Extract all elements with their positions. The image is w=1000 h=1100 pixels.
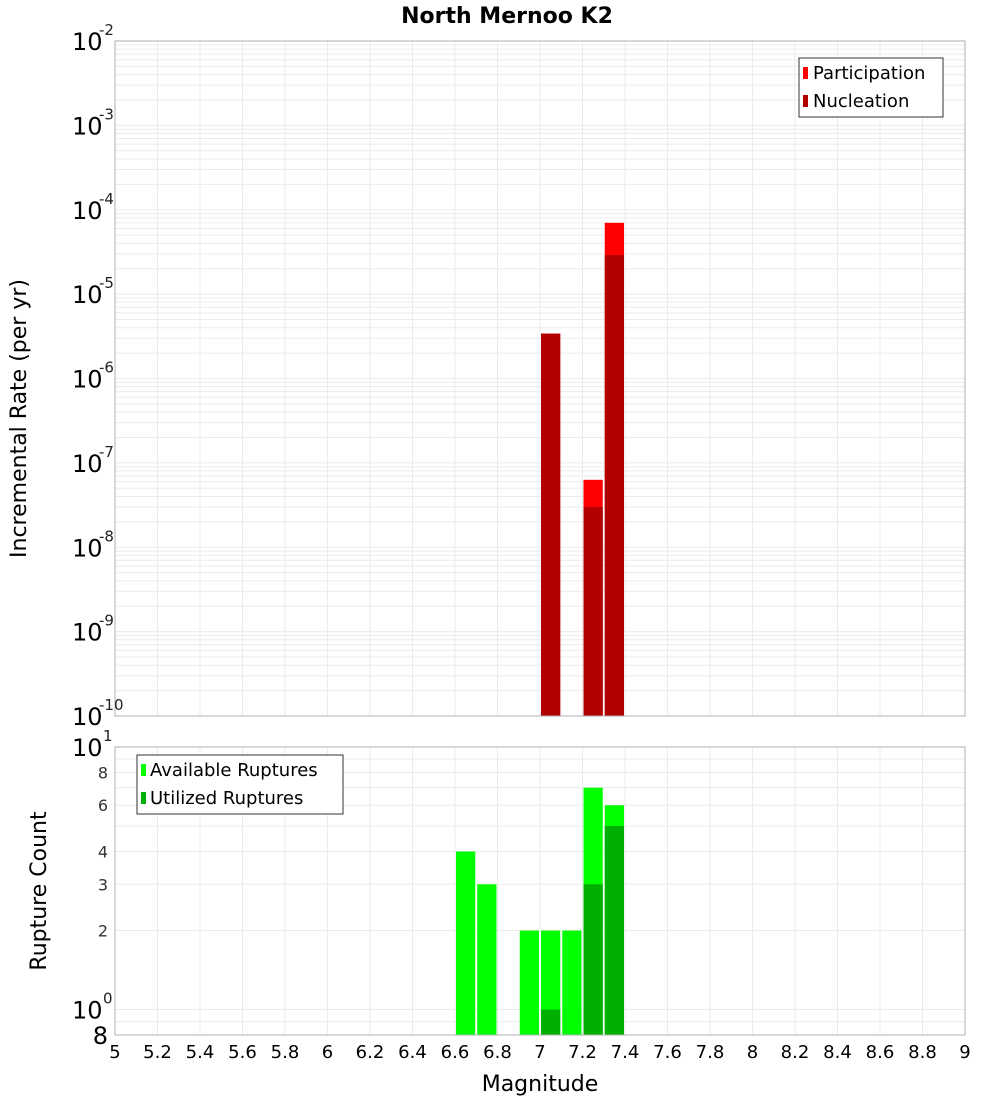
y-tick-label: 3 [98,875,108,894]
x-tick-label: 5.8 [271,1042,300,1063]
x-tick-label: 8 [747,1042,758,1063]
y-tick-label: 4 [98,842,108,861]
svg-text:0: 0 [103,990,113,1008]
y-tick-label: 8 [98,763,108,782]
svg-text:-7: -7 [99,443,114,461]
svg-text:-9: -9 [99,612,114,630]
legend-label: Participation [813,63,925,84]
y-axis-label-rate: Incremental Rate (per yr) [7,279,32,558]
svg-text:-4: -4 [99,190,114,208]
x-tick-label: 6 [322,1042,333,1063]
x-tick-label: 6.2 [356,1042,385,1063]
y-tick-label: 10-5 [72,274,114,309]
svg-text:10: 10 [72,703,103,731]
svg-text:10: 10 [72,734,103,762]
svg-text:-3: -3 [99,105,114,123]
bar-available-ruptures [477,884,497,1035]
x-tick-label: 7.8 [696,1042,725,1063]
plot-border [114,746,966,1036]
legend-label: Utilized Ruptures [150,788,303,809]
bar-nucleation [541,333,561,716]
svg-text:-2: -2 [99,21,114,39]
legend-swatch [803,95,808,107]
legend-swatch [141,764,146,776]
bar-utilized-ruptures [541,1009,561,1035]
chart-title: North Mernoo K2 [401,4,613,29]
bar-nucleation [583,506,603,716]
svg-text:-6: -6 [99,359,114,377]
y-tick-label: 10-4 [72,190,114,225]
y-tick-label: 6 [98,796,108,815]
legend-swatch [141,792,146,804]
x-tick-label: 7 [534,1042,545,1063]
svg-text:10: 10 [72,619,103,647]
svg-text:10: 10 [72,997,103,1025]
x-tick-label: 6.4 [398,1042,427,1063]
svg-text:-10: -10 [99,696,124,714]
svg-text:10: 10 [72,534,103,562]
x-tick-label: 7.4 [611,1042,640,1063]
y-axis-label-count: Rupture Count [27,811,52,971]
y-tick-label: 10-7 [72,443,114,478]
rate-plot: 10-210-310-410-510-610-710-810-910-10Inc… [7,21,966,731]
x-tick-label: 9 [959,1042,970,1063]
legend-count: Available Ruptures Utilized Ruptures [136,754,344,815]
svg-text:10: 10 [72,112,103,140]
x-tick-label: 8.8 [908,1042,937,1063]
bar-available-ruptures [519,930,539,1035]
bar-utilized-ruptures [604,826,624,1035]
y-tick-label: 10-3 [72,105,114,140]
y-tick-label: 10-2 [72,21,114,56]
x-axis-label: Magnitude [482,1072,599,1097]
legend-rate: Participation Nucleation [798,57,944,118]
x-tick-label: 7.6 [653,1042,682,1063]
bar-available-ruptures [456,851,476,1035]
bar-available-ruptures [562,930,582,1035]
y-tick-label: 10 0 [72,990,113,1025]
x-tick-label: 7.2 [568,1042,597,1063]
x-tick-label: 5.4 [186,1042,215,1063]
x-tick-label: 8.2 [781,1042,810,1063]
x-tick-label: 5.6 [228,1042,257,1063]
x-tick-label: 6.6 [441,1042,470,1063]
y-tick-label: 8 [93,1022,108,1050]
svg-text:-5: -5 [99,274,114,292]
legend-swatch [803,67,808,79]
bar-available-ruptures [541,930,561,1035]
y-tick-label: 10-8 [72,527,114,562]
y-tick-label: 10 1 [72,727,113,762]
svg-text:10: 10 [72,197,103,225]
svg-text:10: 10 [72,28,103,56]
bar-nucleation [604,255,624,716]
bar-utilized-ruptures [583,884,603,1035]
x-tick-label: 5 [109,1042,120,1063]
svg-text:10: 10 [72,366,103,394]
legend-label: Available Ruptures [150,760,318,781]
x-tick-label: 8.6 [866,1042,895,1063]
x-axis: 5 5.2 5.4 5.6 5.8 6 6.2 6.4 6.6 6.8 7 7.2 7.4 7.6 7.8 8… [109,1042,970,1097]
y-tick-label: 10-6 [72,359,114,394]
x-tick-label: 6.8 [483,1042,512,1063]
x-tick-label: 8.4 [823,1042,852,1063]
legend-label: Nucleation [813,91,909,112]
y-tick-label: 2 [98,922,108,941]
plot-border [114,40,966,717]
svg-text:10: 10 [72,450,103,478]
svg-text:1: 1 [103,727,113,745]
svg-text:-8: -8 [99,527,114,545]
svg-text:10: 10 [72,281,103,309]
y-tick-label: 10-9 [72,612,114,647]
x-tick-label: 5.2 [143,1042,172,1063]
y-tick-label: 10-10 [72,696,124,731]
